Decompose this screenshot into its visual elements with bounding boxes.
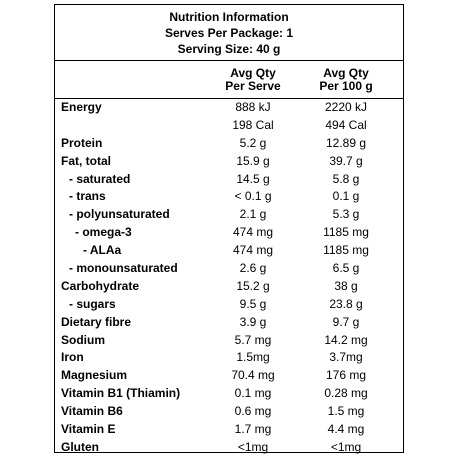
nutrient-label: Dietary fibre bbox=[61, 314, 132, 329]
per-serve-value: <1mg bbox=[237, 439, 269, 454]
per-100g-value: 5.8 g bbox=[332, 171, 360, 186]
per-serve-value: 474 mg bbox=[232, 243, 274, 258]
table-row: Vitamin B6 0.6 mg 1.5 mg bbox=[55, 403, 403, 421]
per-serve-value: 9.5 g bbox=[239, 296, 267, 311]
nutrient-label: - omega-3 bbox=[75, 225, 132, 240]
per-100g-value: 3.7mg bbox=[329, 350, 363, 365]
per-100g-value: 1185 mg bbox=[323, 243, 369, 258]
per-serve-value: 15.2 g bbox=[236, 278, 270, 293]
per-serve-value: < 0.1 g bbox=[234, 189, 272, 204]
serves-per-package: Serves Per Package: 1 bbox=[164, 25, 294, 40]
per-serve-value: 2.6 g bbox=[239, 261, 267, 276]
per-serve-value: 15.9 g bbox=[236, 153, 270, 168]
nutrient-label: - trans bbox=[69, 189, 106, 204]
per-serve-value: 70.4 mg bbox=[231, 368, 275, 383]
table-row: Vitamin B1 (Thiamin) 0.1 mg 0.28 mg bbox=[55, 385, 403, 403]
serving-size: Serving Size: 40 g bbox=[177, 41, 281, 56]
per-100g-value: 494 Cal bbox=[325, 117, 367, 132]
nutrient-rows: Energy 888 kJ 2220 kJ 198 Cal 494 Cal Prote… bbox=[55, 99, 403, 457]
table-row: Vitamin E 1.7 mg 4.4 mg bbox=[55, 421, 403, 439]
per-serve-value: 1.5mg bbox=[236, 350, 270, 365]
per-100g-value: 23.8 g bbox=[329, 296, 363, 311]
table-row: - trans < 0.1 g 0.1 g bbox=[55, 188, 403, 206]
nutrient-label: Magnesium bbox=[61, 368, 128, 383]
table-row: Protein 5.2 g 12.89 g bbox=[55, 135, 403, 153]
per-serve-value: 5.7 mg bbox=[234, 332, 272, 347]
nutrient-label: Fat, total bbox=[61, 153, 111, 168]
table-row: - monounsaturated 2.6 g 6.5 g bbox=[55, 260, 403, 278]
per-100g-value: 14.2 mg bbox=[324, 332, 368, 347]
nutrient-label: - saturated bbox=[69, 171, 131, 186]
per-100g-value: <1mg bbox=[330, 439, 362, 454]
column-per-serve-line1: Avg Qty bbox=[230, 66, 276, 80]
per-100g-value: 4.4 mg bbox=[327, 422, 365, 437]
nutrient-label: Protein bbox=[61, 135, 103, 150]
per-100g-value: 1.5 mg bbox=[327, 404, 365, 419]
column-headers: Avg Qty Per Serve Avg Qty Per 100 g bbox=[55, 61, 403, 99]
per-100g-value: 0.1 g bbox=[332, 189, 360, 204]
per-100g-value: 2220 kJ bbox=[324, 100, 368, 114]
nutrient-label: Energy bbox=[61, 100, 102, 114]
per-100g-value: 9.7 g bbox=[332, 314, 360, 329]
per-serve-value: 198 Cal bbox=[232, 117, 274, 132]
per-100g-value: 38 g bbox=[334, 278, 358, 293]
table-row: Energy 888 kJ 2220 kJ bbox=[55, 99, 403, 117]
per-serve-value: 0.1 mg bbox=[234, 386, 272, 401]
table-row: 198 Cal 494 Cal bbox=[55, 117, 403, 135]
per-100g-value: 39.7 g bbox=[329, 153, 363, 168]
table-row: - sugars 9.5 g 23.8 g bbox=[55, 296, 403, 314]
per-serve-value: 14.5 g bbox=[236, 171, 270, 186]
nutrient-label: Vitamin B6 bbox=[61, 404, 123, 419]
table-row: Gluten <1mg <1mg bbox=[55, 439, 403, 457]
table-row: - ALAa 474 mg 1185 mg bbox=[55, 242, 403, 260]
per-serve-value: 474 mg bbox=[232, 225, 274, 240]
table-row: Carbohydrate 15.2 g 38 g bbox=[55, 278, 403, 296]
per-100g-value: 6.5 g bbox=[332, 261, 360, 276]
nutrient-label: - monounsaturated bbox=[69, 261, 178, 276]
table-row: - polyunsaturated 2.1 g 5.3 g bbox=[55, 206, 403, 224]
per-serve-value: 1.7 mg bbox=[234, 422, 272, 437]
per-100g-value: 12.89 g bbox=[325, 135, 367, 150]
nutrient-label: - polyunsaturated bbox=[69, 207, 170, 222]
nutrition-panel: Nutrition Information Serves Per Package… bbox=[54, 4, 404, 454]
per-100g-value: 0.28 mg bbox=[324, 386, 368, 401]
table-row: Dietary fibre 3.9 g 9.7 g bbox=[55, 314, 403, 332]
column-per-serve: Avg Qty Per Serve bbox=[208, 67, 298, 93]
per-serve-value: 2.1 g bbox=[239, 207, 267, 222]
per-100g-value: 1185 mg bbox=[323, 225, 369, 240]
nutrient-label: Iron bbox=[61, 350, 84, 365]
column-per-serve-line2: Per Serve bbox=[225, 79, 281, 93]
nutrient-label: - sugars bbox=[69, 296, 116, 311]
per-serve-value: 3.9 g bbox=[239, 314, 267, 329]
per-100g-value: 176 mg bbox=[325, 368, 367, 383]
nutrient-label: Sodium bbox=[61, 332, 105, 347]
column-per-100g-line1: Avg Qty bbox=[323, 66, 369, 80]
panel-title: Nutrition Information bbox=[169, 9, 289, 24]
nutrient-label: Gluten bbox=[61, 439, 99, 454]
per-serve-value: 0.6 mg bbox=[234, 404, 272, 419]
panel-header: Nutrition Information Serves Per Package… bbox=[55, 5, 403, 61]
table-row: Sodium 5.7 mg 14.2 mg bbox=[55, 332, 403, 350]
per-serve-value: 5.2 g bbox=[239, 135, 267, 150]
per-100g-value: 5.3 g bbox=[332, 207, 360, 222]
table-row: - saturated 14.5 g 5.8 g bbox=[55, 171, 403, 189]
nutrient-label: Carbohydrate bbox=[61, 278, 140, 293]
column-per-100g-line2: Per 100 g bbox=[319, 79, 373, 93]
table-row: - omega-3 474 mg 1185 mg bbox=[55, 224, 403, 242]
nutrient-label: Vitamin E bbox=[61, 422, 116, 437]
per-serve-value: 888 kJ bbox=[235, 100, 271, 114]
nutrient-label: - ALAa bbox=[83, 243, 122, 258]
nutrient-label: Vitamin B1 (Thiamin) bbox=[61, 386, 181, 401]
table-row: Iron 1.5mg 3.7mg bbox=[55, 349, 403, 367]
column-per-100g: Avg Qty Per 100 g bbox=[301, 67, 391, 93]
table-row: Magnesium 70.4 mg 176 mg bbox=[55, 367, 403, 385]
table-row: Fat, total 15.9 g 39.7 g bbox=[55, 153, 403, 171]
